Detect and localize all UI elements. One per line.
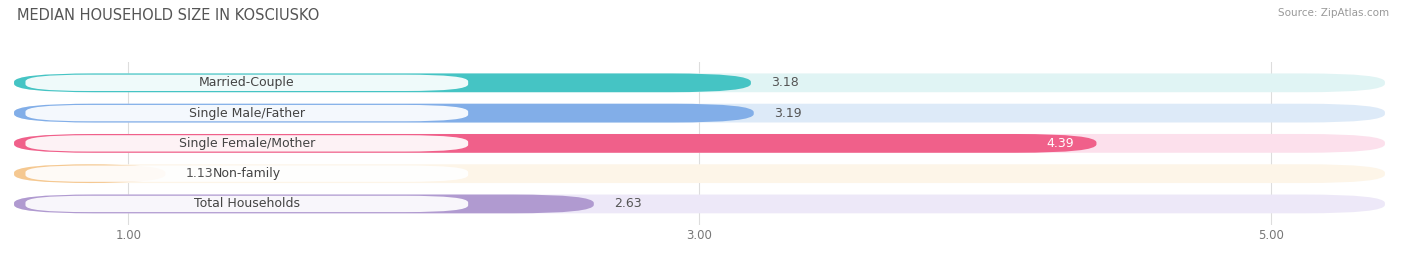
FancyBboxPatch shape [14, 134, 1385, 153]
FancyBboxPatch shape [25, 135, 468, 151]
Text: 1.13: 1.13 [186, 167, 214, 180]
Text: 3.19: 3.19 [773, 107, 801, 120]
Text: Non-family: Non-family [212, 167, 281, 180]
Text: MEDIAN HOUSEHOLD SIZE IN KOSCIUSKO: MEDIAN HOUSEHOLD SIZE IN KOSCIUSKO [17, 8, 319, 23]
FancyBboxPatch shape [14, 164, 166, 183]
Text: Source: ZipAtlas.com: Source: ZipAtlas.com [1278, 8, 1389, 18]
FancyBboxPatch shape [25, 105, 468, 121]
FancyBboxPatch shape [14, 164, 1385, 183]
FancyBboxPatch shape [14, 134, 1097, 153]
Text: 2.63: 2.63 [614, 198, 641, 210]
Text: 3.18: 3.18 [770, 76, 799, 89]
Text: Single Male/Father: Single Male/Father [188, 107, 305, 120]
FancyBboxPatch shape [25, 196, 468, 212]
FancyBboxPatch shape [25, 75, 468, 91]
FancyBboxPatch shape [14, 104, 754, 122]
FancyBboxPatch shape [14, 195, 593, 213]
Text: 4.39: 4.39 [1046, 137, 1074, 150]
FancyBboxPatch shape [14, 104, 1385, 122]
FancyBboxPatch shape [25, 165, 468, 182]
Text: Married-Couple: Married-Couple [200, 76, 295, 89]
FancyBboxPatch shape [14, 195, 1385, 213]
Text: Single Female/Mother: Single Female/Mother [179, 137, 315, 150]
FancyBboxPatch shape [14, 73, 751, 92]
FancyBboxPatch shape [14, 73, 1385, 92]
Text: Total Households: Total Households [194, 198, 299, 210]
